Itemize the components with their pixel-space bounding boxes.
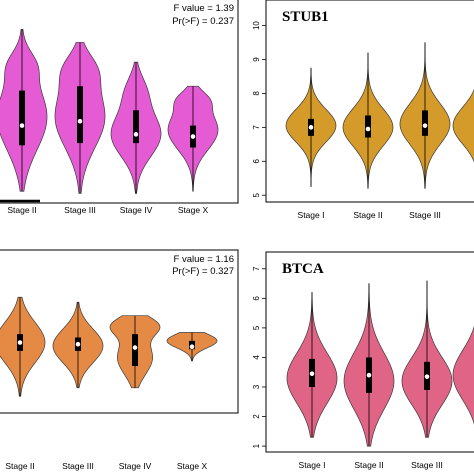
y-tick-label: 6 (252, 159, 261, 164)
violin-iqr-box (365, 115, 371, 138)
panel-1: F value = 1.39 Pr(>F) = 0.237 Stage II St… (0, 0, 239, 215)
category-label: Stage III (411, 460, 443, 470)
category-label: Stage IV (119, 461, 152, 471)
panel-1-violins (0, 28, 219, 194)
category-label: Stage X (178, 205, 209, 215)
y-tick-label: 2 (252, 414, 261, 419)
category-label: Stage I (298, 210, 325, 220)
violin-iqr-box (132, 334, 138, 367)
violin-iqr-box (77, 86, 83, 144)
y-tick-label: 4 (252, 355, 261, 360)
panel-4-y-ticks: 1 2 3 4 5 6 7 (252, 266, 266, 448)
y-tick-label: 7 (252, 125, 261, 130)
category-label: Stage II (7, 205, 36, 215)
violin-median-point (132, 345, 138, 350)
category-label: Stage II (353, 210, 382, 220)
violin-iqr-box (422, 110, 428, 136)
violin-median-point (365, 126, 371, 132)
panel-3-category-labels: Stage II Stage III Stage IV Stage X (5, 461, 207, 471)
y-tick-label: 7 (252, 266, 261, 271)
violin-median-point (422, 123, 428, 128)
violin-median-point (309, 371, 315, 376)
y-tick-label: 3 (252, 384, 261, 389)
category-label: Stage III (64, 205, 96, 215)
panel-1-pr-f: Pr(>F) = 0.237 (172, 16, 234, 27)
violin-median-point (190, 134, 196, 139)
panel-2-y-ticks: 5 6 7 8 9 10 (252, 21, 266, 197)
violin-median-point (424, 374, 430, 379)
panel-3-f-value: F value = 1.16 (174, 254, 234, 265)
violin-shape (452, 88, 474, 163)
y-tick-label: 6 (252, 296, 261, 301)
violin-median-point (189, 344, 195, 350)
category-label: Stage III (62, 461, 94, 471)
y-tick-label: 9 (252, 57, 261, 62)
panel-2-title: STUB1 (282, 9, 329, 25)
y-tick-label: 5 (252, 325, 261, 330)
category-label: Stage III (409, 210, 441, 220)
panel-1-category-labels: Stage II Stage III Stage IV Stage X (7, 205, 208, 215)
panel-4-violins (286, 280, 474, 447)
category-label: Stage X (177, 461, 208, 471)
y-tick-label: 5 (252, 192, 261, 197)
panel-1-f-value: F value = 1.39 (174, 3, 234, 14)
violin-median-point (366, 372, 372, 378)
category-label: Stage I (299, 460, 326, 470)
category-label: Stage II (354, 460, 383, 470)
panel-3-pr-f: Pr(>F) = 0.327 (172, 266, 234, 277)
y-tick-label: 8 (252, 91, 261, 96)
violin-median-point (75, 341, 81, 347)
panel-3-violins (0, 296, 218, 397)
y-tick-label: 1 (252, 443, 261, 448)
violin-median-point (308, 125, 314, 130)
panel-2-violins (285, 42, 474, 189)
violin-shape (452, 325, 474, 425)
category-label: Stage II (5, 461, 34, 471)
violin-median-point (17, 340, 23, 345)
y-tick-label: 10 (252, 21, 261, 30)
violin-median-point (19, 123, 25, 128)
violin-median-point (133, 132, 139, 137)
category-label: Stage IV (120, 205, 153, 215)
violin-iqr-box (133, 110, 139, 144)
violin-median-point (77, 118, 83, 124)
panel-3: F value = 1.16 Pr(>F) = 0.327 Stage II St… (0, 249, 239, 471)
violin-iqr-box (19, 90, 25, 146)
panel-4-title: BTCA (282, 261, 324, 277)
